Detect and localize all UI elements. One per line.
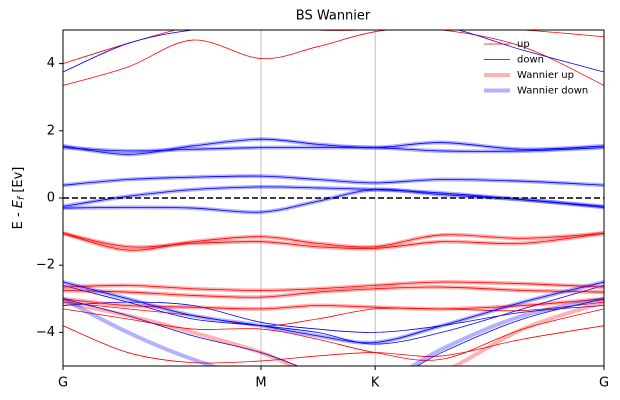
- y-label-part: [Ev]: [11, 167, 26, 197]
- y-axis-label: E - Ef [Ev]: [11, 167, 27, 230]
- band-line: [63, 146, 604, 152]
- band-line: [63, 301, 604, 327]
- band-line: [63, 284, 604, 345]
- legend-label: down: [517, 55, 544, 66]
- band-line: [63, 308, 604, 361]
- band-line: [63, 231, 604, 253]
- band-line: [63, 232, 604, 250]
- band-line: [63, 296, 604, 311]
- band-line: [63, 281, 604, 344]
- band-line: [63, 281, 604, 291]
- band-line: [63, 145, 604, 154]
- band-line: [63, 280, 604, 345]
- legend: up down Wannier up Wannier down: [484, 39, 588, 97]
- legend-label: Wannier down: [517, 86, 588, 97]
- band-line: [63, 30, 604, 86]
- x-tick-label: K: [371, 376, 380, 391]
- band-line: [63, 298, 604, 366]
- band-line: [63, 325, 604, 364]
- band-line: [63, 301, 604, 333]
- band-line: [63, 231, 604, 251]
- band-line: [63, 284, 604, 300]
- band-line: [63, 296, 604, 366]
- y-tick-label: 0: [47, 191, 55, 206]
- chart-title: BS Wannier: [296, 9, 371, 24]
- legend-label: Wannier up: [517, 70, 574, 81]
- band-line: [63, 232, 604, 251]
- y-tick-label: 4: [47, 56, 55, 71]
- band-line: [63, 300, 604, 366]
- band-line: [63, 174, 604, 188]
- x-tick-label: G: [58, 376, 68, 391]
- band-line: [63, 175, 604, 186]
- plot-area: [63, 30, 604, 366]
- y-tick-label: −4: [36, 325, 55, 340]
- y-label-part: f: [17, 195, 27, 200]
- x-tick-label: M: [255, 376, 266, 391]
- band-line: [63, 138, 604, 155]
- y-label-part: E: [11, 199, 26, 208]
- legend-label: up: [517, 39, 530, 50]
- x-tick-label: G: [599, 376, 609, 391]
- band-line: [63, 137, 604, 157]
- y-tick-label: −2: [36, 258, 55, 273]
- y-tick-label: 2: [47, 123, 55, 138]
- band-line: [63, 279, 604, 293]
- band-line: [63, 286, 604, 298]
- y-label-part: E -: [11, 208, 26, 229]
- band-line: [63, 30, 604, 73]
